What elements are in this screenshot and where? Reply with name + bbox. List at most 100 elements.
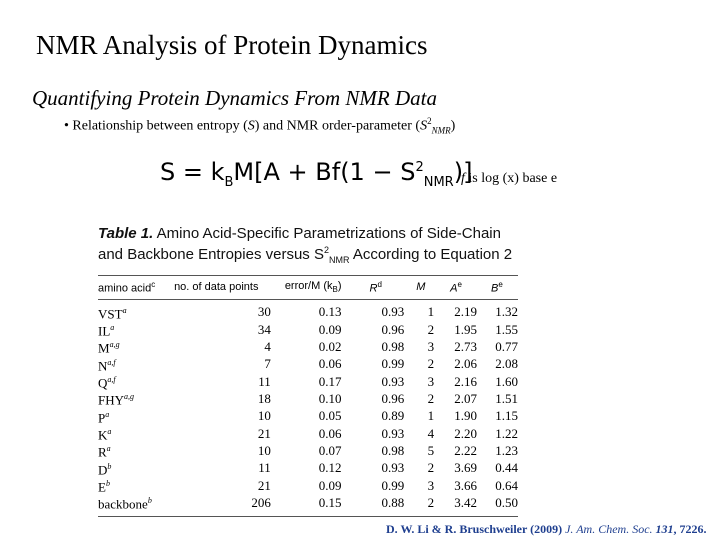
equation-note: f is log (x) base e [461, 171, 557, 187]
cell-data-points: 7 [264, 356, 271, 372]
cell-error: 0.13 [318, 304, 342, 320]
cell-error: 0.06 [318, 356, 342, 372]
cell-a: 2.16 [454, 373, 478, 389]
cell-r2: 0.93 [381, 460, 405, 476]
table-row: Na,f 7 0.06 0.99 2 2.06 2.08 [98, 356, 518, 373]
cell-data-points: 30 [257, 304, 271, 320]
cell-m: 1 [427, 304, 435, 320]
cell-data-points: 34 [257, 321, 271, 337]
cell-b: 0.64 [495, 477, 518, 493]
table-caption: Table 1. Amino Acid-Specific Parametriza… [98, 225, 518, 269]
cell-m: 2 [427, 390, 435, 406]
header-a: Ae [434, 276, 478, 300]
cell-amino-acid: FHYa,g [98, 392, 135, 408]
equation-s-sub: NMR [423, 174, 454, 190]
cell-m: 3 [427, 477, 435, 493]
equation-body: M[A + Bf(1 − S [233, 158, 416, 186]
citation: D. W. Li & R. Bruschweiler (2009) J. Am.… [386, 522, 707, 537]
cell-amino-acid-footnote: b [147, 496, 152, 506]
cell-a: 1.95 [454, 321, 478, 337]
cell-r2: 0.88 [381, 494, 405, 510]
cell-a: 2.73 [454, 338, 478, 354]
equation-close: )] [453, 158, 473, 186]
cell-m: 2 [427, 460, 435, 476]
table-row: Pa 10 0.05 0.89 1 1.90 1.15 [98, 408, 518, 425]
cell-amino-acid: Db [98, 461, 112, 477]
cell-amino-acid: Ma,g [98, 340, 120, 356]
cell-b: 1.23 [495, 442, 518, 458]
table-row: Eb 21 0.09 0.99 3 3.66 0.64 [98, 477, 518, 494]
equation-k-sub: B [224, 174, 234, 190]
table-bottom-rule [98, 515, 518, 517]
equation-lhs: S = k [160, 158, 225, 186]
equation-s-sup: 2 [415, 160, 424, 175]
cell-r2: 0.98 [381, 338, 405, 354]
table-caption-label: Table 1. [98, 225, 154, 242]
cell-amino-acid: Ra [98, 444, 111, 460]
cell-data-points: 11 [258, 460, 271, 476]
cell-error: 0.09 [318, 321, 342, 337]
cell-m: 2 [427, 321, 435, 337]
order-parameter-symbol: S [420, 118, 428, 134]
table-caption-text-1: Amino Acid-Specific Parametrizations of … [98, 225, 501, 263]
table-row: VSTa 30 0.13 0.93 1 2.19 1.32 [98, 299, 518, 321]
cell-error: 0.02 [318, 338, 342, 354]
bullet-point: • Relationship between entropy (S) and N… [64, 116, 455, 135]
cell-b: 2.08 [495, 356, 518, 372]
cell-r2: 0.96 [381, 321, 405, 337]
cell-amino-acid-footnote: a [122, 305, 127, 315]
header-b: Be [477, 276, 518, 300]
slide-title: NMR Analysis of Protein Dynamics [36, 30, 428, 60]
cell-error: 0.09 [318, 477, 342, 493]
entropy-symbol: S [247, 118, 255, 134]
cell-b: 1.32 [495, 304, 518, 320]
header-r2: Rd [341, 276, 405, 300]
cell-b: 1.51 [495, 390, 518, 406]
bullet-marker: • [64, 118, 69, 134]
cell-b: 0.77 [495, 338, 518, 354]
cell-data-points: 11 [258, 373, 271, 389]
cell-error: 0.10 [318, 390, 342, 406]
cell-r2: 0.93 [381, 373, 405, 389]
cell-m: 4 [427, 425, 435, 441]
cell-error: 0.15 [318, 494, 342, 510]
cell-data-points: 4 [264, 338, 271, 354]
table-row: Db 11 0.12 0.93 2 3.69 0.44 [98, 460, 518, 477]
cell-a: 2.06 [454, 356, 478, 372]
cell-r2: 0.99 [381, 477, 405, 493]
cell-amino-acid: Eb [98, 478, 110, 495]
cell-r2: 0.99 [381, 356, 405, 372]
order-parameter-sub: NMR [431, 125, 451, 136]
cell-m: 2 [427, 356, 435, 372]
cell-error: 0.17 [318, 373, 342, 389]
slide-subtitle: Quantifying Protein Dynamics From NMR Da… [32, 86, 437, 110]
table-caption-text-2: According to Equation 2 [349, 246, 513, 263]
cell-amino-acid: Na,f [98, 357, 116, 373]
cell-b: 0.50 [495, 494, 518, 510]
cell-amino-acid-footnote: a,f [107, 374, 116, 384]
cell-amino-acid: VSTa [98, 305, 127, 321]
table-row: backboneb 206 0.15 0.88 2 3.42 0.50 [98, 494, 518, 511]
cell-error: 0.05 [318, 408, 342, 424]
cell-b: 1.15 [495, 408, 518, 424]
table-header-row: amino acidc no. of data points error/M (… [98, 276, 518, 300]
cell-amino-acid: ILa [98, 322, 115, 339]
cell-error: 0.06 [318, 425, 342, 441]
cell-amino-acid: Qa,f [98, 374, 116, 391]
cell-m: 3 [427, 338, 435, 354]
table-caption-sub: NMR [328, 255, 350, 265]
cell-a: 2.19 [454, 304, 478, 320]
table-row: ILa 34 0.09 0.96 2 1.95 1.55 [98, 321, 518, 338]
table-top-rule [98, 275, 518, 276]
order-parameter-sup: 2 [427, 116, 432, 126]
cell-a: 1.90 [454, 408, 478, 424]
table-caption-sup: 2 [323, 245, 329, 255]
cell-r2: 0.93 [381, 304, 405, 320]
cell-m: 5 [427, 442, 435, 458]
table-body: VSTa 30 0.13 0.93 1 2.19 1.32 ILa 34 0.09 0.96 2 1.9… [98, 299, 518, 511]
header-error: error/M (kB) [284, 276, 342, 300]
bullet-text-mid: ) and NMR order-parameter ( [254, 118, 421, 134]
cell-data-points: 18 [257, 390, 271, 406]
cell-r2: 0.93 [381, 425, 405, 441]
cell-a: 2.20 [454, 425, 478, 441]
